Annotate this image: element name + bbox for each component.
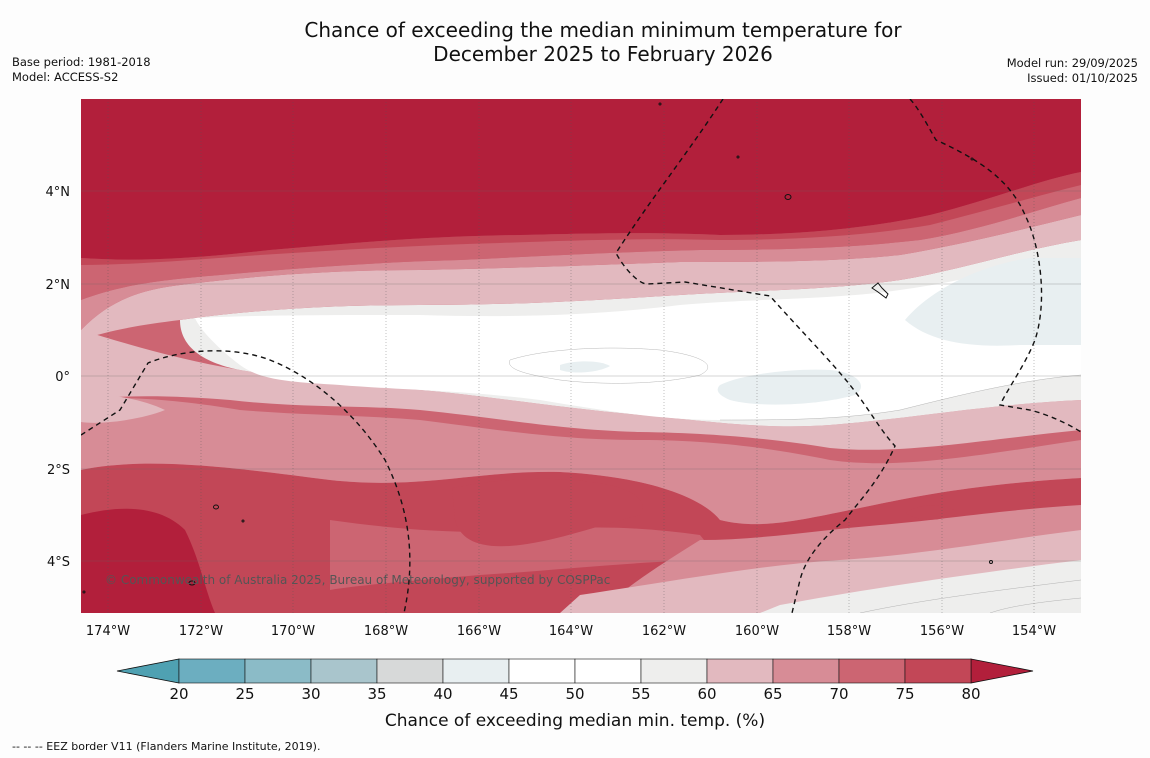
colorbar-high-extend (970, 658, 1034, 684)
latitude-gridlines (81, 190, 1081, 562)
colorbar-tick-label: 65 (763, 685, 782, 703)
metadata-left: Base period: 1981-2018 Model: ACCESS-S2 (12, 55, 151, 85)
model-run-date: Model run: 29/09/2025 (1006, 56, 1138, 70)
contour-lines (509, 347, 1081, 613)
colorbar-title: Chance of exceeding median min. temp. (%… (385, 711, 765, 731)
eez-border-west (81, 350, 411, 613)
lon-label: 154°W (1012, 624, 1056, 639)
chart-title: Chance of exceeding the median minimum t… (0, 18, 1150, 66)
colorbar-tick-label: 40 (433, 685, 452, 703)
metadata-right: Model run: 29/09/2025 Issued: 01/10/2025 (1007, 56, 1138, 86)
colorbar-tick-label: 45 (499, 685, 518, 703)
colorbar-tick-label: 80 (961, 685, 980, 703)
colorbar-bin (310, 658, 378, 684)
band-40-45-east (905, 258, 1081, 346)
title-line-1: Chance of exceeding the median minimum t… (304, 18, 902, 42)
colorbar-bin (376, 658, 444, 684)
band-60-65-north (81, 215, 1081, 340)
lon-label: 158°W (827, 624, 871, 639)
longitude-labels: 174°W 172°W 170°W 168°W 166°W 164°W 162°… (86, 624, 1056, 639)
lat-label: 4°N (46, 185, 71, 200)
colorbar-bin (640, 658, 708, 684)
band-70-75-mid-south (330, 520, 720, 590)
band-40-45-small (560, 361, 610, 373)
colorbar-tick-label: 35 (367, 685, 386, 703)
colorbar-tick-label: 75 (895, 685, 914, 703)
lon-label: 174°W (86, 624, 130, 639)
eez-border-east (909, 99, 1081, 433)
band-60-65-middle (81, 330, 1081, 450)
latitude-labels: 4°N 2°N 0° 2°S 4°S (46, 185, 71, 570)
model-name: Model: ACCESS-S2 (12, 70, 119, 84)
colorbar-bin (574, 658, 642, 684)
colorbar-tick-label: 60 (697, 685, 716, 703)
lon-label: 156°W (920, 624, 964, 639)
band-65-70-middle (81, 398, 1081, 525)
title-line-2: December 2025 to February 2026 (433, 42, 773, 66)
lat-label: 2°N (46, 278, 71, 293)
lat-label: 0° (55, 370, 70, 385)
band-40-45-central (717, 369, 861, 405)
colorbar-tick-label: 25 (235, 685, 254, 703)
band-70-75-north (81, 185, 1081, 300)
colorbar-tick-label: 55 (631, 685, 650, 703)
eez-border-central (615, 99, 896, 613)
eez-footnote: -- -- -- EEZ border V11 (Flanders Marine… (12, 740, 321, 753)
eez-borders (81, 99, 1081, 613)
colorbar-tick-label: 30 (301, 685, 320, 703)
colorbar-bin (508, 658, 576, 684)
band-65-70-north (81, 198, 1081, 330)
band-75-80-central-blob (452, 478, 643, 547)
colorbar-tick-label: 20 (169, 685, 188, 703)
base-period: Base period: 1981-2018 (12, 55, 151, 69)
lon-label: 172°W (179, 624, 223, 639)
colorbar-tick-label: 70 (829, 685, 848, 703)
band-50-55-core (195, 258, 1081, 420)
colorbar: 20 25 30 35 40 45 50 55 60 65 70 75 80 Chance of exc… (116, 658, 1034, 731)
issued-date: Issued: 01/10/2025 (1027, 71, 1138, 85)
lon-label: 164°W (549, 624, 593, 639)
colorbar-bin (442, 658, 510, 684)
colorbar-bin (178, 658, 246, 684)
colorbar-bin (244, 658, 312, 684)
colorbar-bin (838, 658, 906, 684)
band-55-60-south-east (760, 560, 1081, 613)
islands (82, 102, 993, 594)
lat-label: 4°S (47, 555, 70, 570)
lat-label: 2°S (47, 463, 70, 478)
lon-label: 168°W (364, 624, 408, 639)
band-75-80-east-blob (905, 505, 958, 520)
colorbar-bin (904, 658, 972, 684)
lon-label: 160°W (735, 624, 779, 639)
band-80-north (81, 99, 1081, 260)
colorbar-low-extend (116, 658, 180, 684)
lon-label: 162°W (642, 624, 686, 639)
lon-label: 166°W (457, 624, 501, 639)
colorbar-bin (706, 658, 774, 684)
colorbar-tick-label: 50 (565, 685, 584, 703)
probability-field: © Commonwealth of Australia 2025, Bureau… (81, 99, 1081, 613)
colorbar-bin (772, 658, 840, 684)
lon-label: 170°W (271, 624, 315, 639)
map-copyright: © Commonwealth of Australia 2025, Bureau… (105, 573, 610, 587)
band-60-65-west (81, 394, 165, 423)
